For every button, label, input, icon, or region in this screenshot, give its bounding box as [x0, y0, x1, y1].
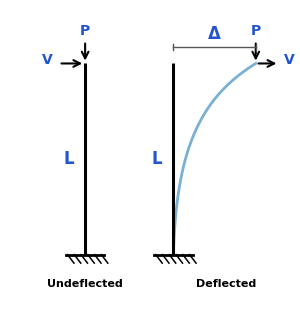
Text: V: V [284, 53, 294, 67]
Text: V: V [42, 53, 53, 67]
Text: Undeflected: Undeflected [47, 279, 123, 289]
Text: P: P [80, 24, 90, 38]
Text: L: L [152, 150, 163, 168]
Text: Deflected: Deflected [196, 279, 256, 289]
Text: L: L [64, 150, 74, 168]
Text: P: P [250, 24, 261, 38]
Text: Δ: Δ [208, 25, 221, 43]
